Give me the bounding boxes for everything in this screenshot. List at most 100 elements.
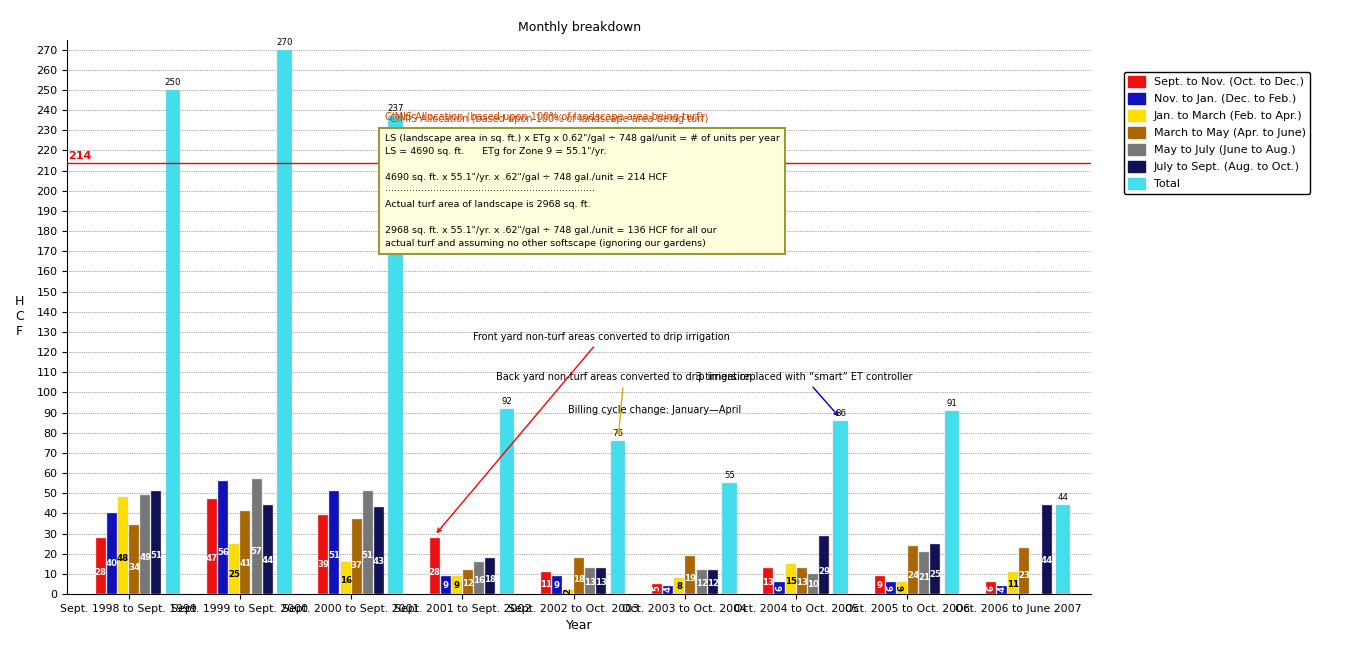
- Bar: [944, 411, 959, 594]
- Text: 21: 21: [919, 573, 931, 581]
- Bar: [986, 582, 995, 594]
- Text: 18: 18: [574, 575, 585, 584]
- Bar: [775, 582, 784, 594]
- Text: 13: 13: [762, 578, 775, 587]
- Text: 43: 43: [373, 557, 385, 566]
- Text: 48: 48: [117, 554, 129, 562]
- Text: 11: 11: [1008, 579, 1020, 589]
- Bar: [541, 572, 551, 594]
- Text: 2: 2: [563, 587, 572, 593]
- Text: 44: 44: [1040, 556, 1053, 566]
- Text: CIMIS Allocation (based upon 100% of landscape area being turf): CIMIS Allocation (based upon 100% of lan…: [389, 114, 709, 125]
- Text: 39: 39: [318, 560, 329, 569]
- Text: 44: 44: [1057, 493, 1068, 502]
- Bar: [485, 558, 496, 594]
- Text: 25: 25: [929, 570, 942, 579]
- Bar: [908, 546, 919, 594]
- Text: 34: 34: [128, 564, 140, 572]
- Bar: [1056, 506, 1071, 594]
- Bar: [362, 491, 373, 594]
- Bar: [96, 537, 105, 594]
- Text: 4: 4: [664, 586, 672, 592]
- Bar: [463, 570, 473, 594]
- Bar: [819, 535, 828, 594]
- Bar: [140, 495, 151, 594]
- Text: 12: 12: [707, 579, 719, 588]
- Text: 76: 76: [613, 429, 624, 438]
- X-axis label: Year: Year: [566, 619, 593, 632]
- Text: 16: 16: [473, 576, 485, 585]
- Bar: [1041, 506, 1052, 594]
- Text: 12: 12: [462, 579, 474, 588]
- Text: Billing cycle change: January—April: Billing cycle change: January—April: [568, 405, 741, 414]
- Text: 12: 12: [695, 579, 707, 588]
- Bar: [919, 552, 929, 594]
- Bar: [374, 508, 384, 594]
- Title: Monthly breakdown: Monthly breakdown: [517, 21, 641, 34]
- Bar: [808, 574, 818, 594]
- Text: 51: 51: [151, 552, 162, 560]
- Text: 9: 9: [554, 581, 560, 590]
- Bar: [696, 570, 707, 594]
- Bar: [218, 481, 228, 594]
- Bar: [552, 576, 562, 594]
- Bar: [597, 568, 606, 594]
- Text: 9: 9: [454, 581, 459, 590]
- Text: 4: 4: [998, 586, 1006, 592]
- Bar: [500, 409, 515, 594]
- Text: 13: 13: [796, 578, 808, 587]
- Bar: [675, 578, 684, 594]
- Text: 25: 25: [229, 570, 240, 579]
- Text: 86: 86: [835, 409, 846, 418]
- Bar: [652, 584, 663, 594]
- Text: 6: 6: [986, 585, 995, 591]
- Bar: [341, 562, 350, 594]
- Text: 15: 15: [785, 577, 796, 586]
- Bar: [388, 116, 403, 594]
- Bar: [722, 483, 737, 594]
- Text: 214: 214: [69, 150, 92, 160]
- Text: 250: 250: [164, 78, 182, 87]
- Text: LS (landscape area in sq. ft.) x ETg x 0.62"/gal ÷ 748 gal/unit = # of units per: LS (landscape area in sq. ft.) x ETg x 0…: [385, 134, 780, 248]
- Bar: [586, 568, 595, 594]
- Bar: [330, 491, 339, 594]
- Bar: [931, 544, 940, 594]
- Bar: [686, 556, 695, 594]
- Bar: [897, 582, 907, 594]
- Text: 29: 29: [818, 567, 830, 576]
- Text: 57: 57: [251, 547, 263, 556]
- Text: 8: 8: [676, 582, 683, 591]
- Text: 13: 13: [595, 578, 607, 587]
- Text: Back yard non-turf areas converted to drip irrigation: Back yard non-turf areas converted to dr…: [496, 372, 752, 434]
- Text: 40: 40: [106, 559, 117, 568]
- Text: 51: 51: [329, 552, 341, 560]
- Text: 6: 6: [886, 585, 896, 591]
- Bar: [277, 50, 291, 594]
- Bar: [106, 513, 117, 594]
- Bar: [252, 479, 261, 594]
- Text: 6: 6: [775, 585, 784, 591]
- Bar: [1020, 548, 1029, 594]
- Text: 51: 51: [362, 552, 373, 560]
- Bar: [474, 562, 484, 594]
- Bar: [352, 519, 361, 594]
- Legend: Sept. to Nov. (Oct. to Dec.), Nov. to Jan. (Dec. to Feb.), Jan. to March (Feb. t: Sept. to Nov. (Oct. to Dec.), Nov. to Ja…: [1123, 71, 1311, 194]
- Text: CIMIS Allocation (based upon 100% of landscape area being turf): CIMIS Allocation (based upon 100% of lan…: [385, 112, 703, 121]
- Bar: [886, 582, 896, 594]
- Text: 18: 18: [484, 575, 496, 584]
- Bar: [663, 586, 674, 594]
- Text: 37: 37: [350, 562, 362, 570]
- Bar: [707, 570, 718, 594]
- Bar: [151, 491, 162, 594]
- Bar: [785, 564, 796, 594]
- Text: 19: 19: [684, 574, 696, 583]
- Text: Front yard non-turf areas converted to drip irrigation: Front yard non-turf areas converted to d…: [438, 332, 730, 532]
- Bar: [229, 544, 240, 594]
- Text: 270: 270: [276, 38, 292, 47]
- Text: 9: 9: [443, 581, 449, 590]
- Bar: [129, 525, 139, 594]
- Text: 55: 55: [723, 471, 735, 480]
- Bar: [263, 506, 272, 594]
- Bar: [563, 590, 572, 594]
- Bar: [430, 537, 439, 594]
